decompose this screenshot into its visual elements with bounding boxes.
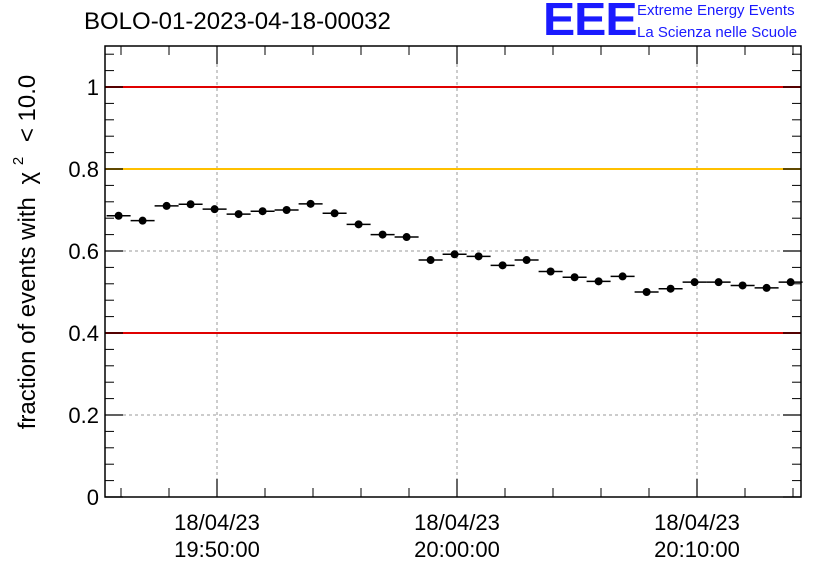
y-tick-label: 0.8 [68, 157, 99, 182]
y-tick-label: 0.4 [68, 321, 99, 346]
data-point [474, 252, 483, 261]
data-point [618, 272, 627, 281]
y-label-sup: 2 [10, 157, 27, 165]
y-label-tail: < 10.0 [14, 75, 41, 142]
data-point [570, 273, 579, 282]
data-point [546, 267, 555, 276]
data-point [210, 205, 219, 214]
axes: 00.20.40.60.8118/04/2319:50:0018/04/2320… [68, 46, 801, 562]
data-point [402, 233, 411, 242]
data-point [666, 284, 675, 293]
data-point [690, 278, 699, 287]
data-point [498, 261, 507, 270]
y-tick-label: 0.2 [68, 403, 99, 428]
y-tick-label: 1 [87, 75, 99, 100]
x-tick-date: 18/04/23 [414, 510, 500, 535]
chart-title: BOLO-01-2023-04-18-00032 [84, 8, 391, 35]
x-tick-date: 18/04/23 [654, 510, 740, 535]
data-point [354, 220, 363, 229]
data-point [450, 250, 459, 259]
plot-frame [104, 45, 802, 498]
data-point [114, 211, 123, 220]
grid-layer [105, 46, 801, 497]
reference-lines [105, 86, 801, 334]
data-point [258, 207, 267, 216]
x-tick-time: 20:00:00 [414, 537, 500, 562]
data-point [138, 216, 147, 225]
data-points [106, 199, 803, 296]
data-point [426, 256, 435, 265]
data-point [522, 256, 531, 265]
logo-text-line2: La Scienza nelle Scuole [637, 24, 798, 41]
eee-logo: EEE [543, 0, 638, 45]
x-tick-time: 19:50:00 [174, 537, 260, 562]
y-axis-label: fraction of events with χ 2 < 10.0 [2, 75, 41, 430]
data-point [786, 278, 795, 287]
y-tick-label: 0.6 [68, 239, 99, 264]
x-tick-time: 20:10:00 [654, 537, 740, 562]
data-point [234, 210, 243, 219]
data-point [714, 278, 723, 287]
logo-text-line1: Extreme Energy Events [637, 2, 795, 19]
data-point [642, 288, 651, 296]
data-point [162, 201, 171, 210]
data-point [282, 206, 291, 214]
data-point [186, 200, 195, 209]
data-point [330, 209, 339, 218]
y-label-chi: χ [14, 171, 41, 184]
x-tick-date: 18/04/23 [174, 510, 260, 535]
data-point [762, 283, 771, 292]
data-point [594, 277, 603, 286]
data-point [378, 230, 387, 239]
y-label-main: fraction of events with [14, 197, 41, 429]
data-point [306, 199, 315, 208]
data-point [738, 281, 747, 290]
y-tick-label: 0 [87, 485, 99, 510]
